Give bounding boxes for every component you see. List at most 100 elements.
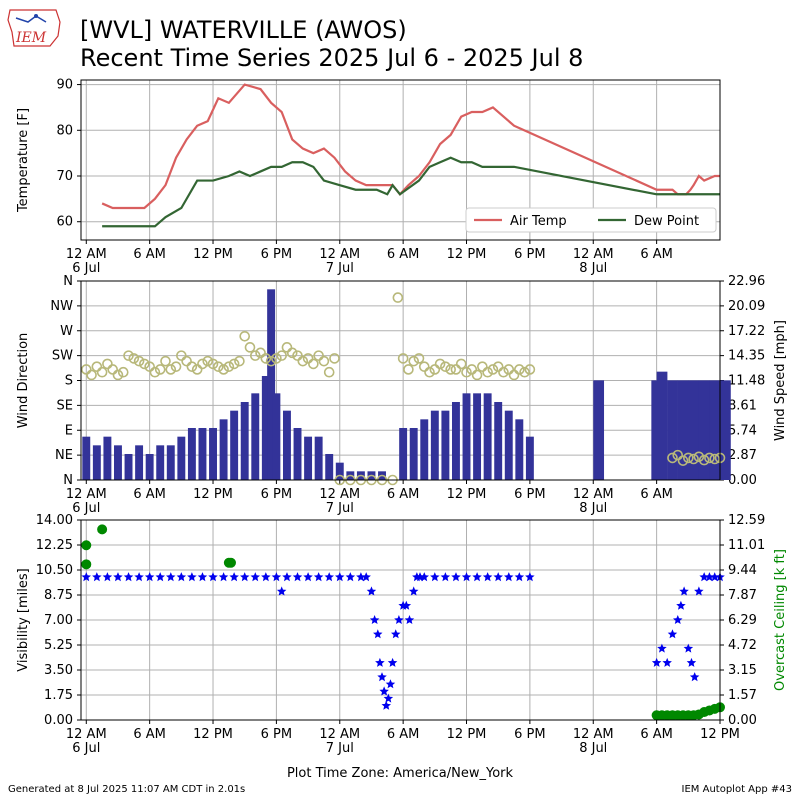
x-tick-label: 6 AM: [133, 487, 166, 502]
y-tick-label: 8.75: [44, 588, 73, 603]
visibility-point: [345, 572, 356, 582]
wind-direction-point: [313, 350, 324, 361]
visibility-point: [387, 657, 398, 667]
wind-speed-bar: [504, 410, 513, 480]
wind-speed-bar: [145, 453, 154, 480]
y-tick-label: 90: [56, 78, 73, 93]
x-tick-label: 12 AM: [573, 727, 614, 742]
y2-tick-label: 22.96: [728, 274, 765, 289]
visibility-point: [419, 572, 429, 582]
ceiling-point: [97, 524, 108, 535]
wind-direction-point: [704, 452, 715, 464]
wind-direction-point: [397, 353, 409, 364]
wind-direction-point: [418, 361, 430, 372]
x-tick-label: 6 AM: [640, 727, 673, 742]
wind-direction-point: [255, 347, 266, 359]
wind-direction-point: [281, 342, 293, 353]
wind-direction-point: [445, 364, 456, 375]
wind-speed-bar: [420, 419, 429, 480]
wind-direction-point: [144, 361, 155, 372]
wind-direction-point: [139, 358, 150, 370]
wind-direction-point: [234, 355, 245, 367]
x-tick-label: 12 AM: [66, 487, 107, 502]
wind-direction-point: [80, 364, 92, 375]
y-tick-label: 1.75: [44, 688, 73, 703]
visibility-point: [493, 572, 503, 582]
wind-direction-point: [392, 292, 404, 303]
wind-direction-point: [709, 453, 721, 465]
wind-direction-point: [693, 451, 705, 463]
wind-direction-point: [239, 330, 251, 342]
wind-speed-bar: [325, 453, 334, 480]
wind-speed-bar: [166, 445, 175, 480]
visibility-point: [381, 700, 391, 710]
wind-direction-point: [186, 361, 198, 372]
wind-direction-point: [218, 364, 229, 375]
chart-title: [WVL] WATERVILLE (AWOS): [80, 16, 407, 44]
wind-direction-point: [403, 364, 414, 375]
y2-tick-label: 20.09: [728, 299, 765, 314]
wind-speed-bar: [114, 445, 122, 480]
wind-direction-point: [508, 369, 520, 381]
wind-direction-point: [429, 364, 441, 375]
x-tick-label: 6 PM: [261, 727, 292, 742]
visibility-point: [155, 572, 165, 582]
y-tick-label: 80: [56, 123, 73, 138]
wind-speed-bar: [525, 436, 534, 480]
x-tick-label: 12 AM: [573, 247, 614, 262]
visibility-point: [667, 629, 678, 639]
wind-direction-point: [102, 358, 113, 370]
wind-direction-point: [297, 355, 309, 367]
visibility-point: [187, 572, 197, 582]
wind-direction-point: [323, 366, 335, 378]
wind-direction-point: [482, 366, 493, 378]
wind-direction-point: [514, 364, 525, 375]
visibility-point: [461, 572, 472, 582]
visibility-point: [366, 586, 377, 596]
x-tick-label: 12 PM: [193, 487, 233, 502]
visibility-point: [276, 586, 287, 596]
wind-speed-bar: [135, 445, 144, 480]
wind-speed-bar: [515, 419, 524, 480]
visibility-point: [240, 572, 250, 582]
y2-axis-label: Wind Speed [mph]: [773, 320, 788, 441]
y-tick-label: 0.00: [44, 713, 73, 728]
visibility-point: [176, 572, 187, 582]
visibility-point: [514, 572, 525, 582]
wind-direction-point: [440, 361, 451, 372]
y2-tick-label: 11.48: [728, 374, 765, 389]
day-label: 6 Jul: [72, 741, 100, 756]
wind-direction-point: [683, 452, 694, 464]
y-tick-label: NW: [50, 299, 73, 314]
wind-speed-bar: [261, 375, 270, 480]
legend-label: Air Temp: [510, 214, 567, 229]
wind-speed-bar: [667, 380, 678, 480]
wind-direction-point: [519, 366, 530, 378]
x-tick-label: 6 AM: [640, 247, 673, 262]
wind-direction-point: [413, 353, 425, 364]
y2-tick-label: 6.29: [728, 613, 757, 628]
visibility-point: [401, 600, 412, 610]
ceiling-point: [225, 557, 236, 568]
day-label: 8 Jul: [579, 741, 607, 756]
x-axis-label: Plot Time Zone: America/New_York: [287, 766, 514, 781]
visibility-point: [303, 572, 313, 582]
y2-tick-label: 0.00: [728, 713, 757, 728]
visibility-point: [686, 657, 697, 667]
visibility-point: [261, 572, 271, 582]
x-tick-label: 6 AM: [640, 487, 673, 502]
y2-tick-label: 9.44: [728, 563, 757, 578]
visibility-point: [166, 572, 176, 582]
wind-direction-point: [165, 364, 177, 375]
visibility-point: [292, 572, 303, 582]
wind-direction-point: [286, 347, 298, 359]
x-tick-label: 6 PM: [514, 247, 545, 262]
x-tick-label: 12 AM: [66, 247, 107, 262]
wind-direction-point: [503, 364, 515, 375]
visibility-point: [250, 572, 260, 582]
plot-frame: [80, 79, 721, 241]
wind-direction-point: [207, 358, 219, 370]
x-tick-label: 6 AM: [387, 247, 420, 262]
wind-direction-point: [265, 355, 277, 367]
